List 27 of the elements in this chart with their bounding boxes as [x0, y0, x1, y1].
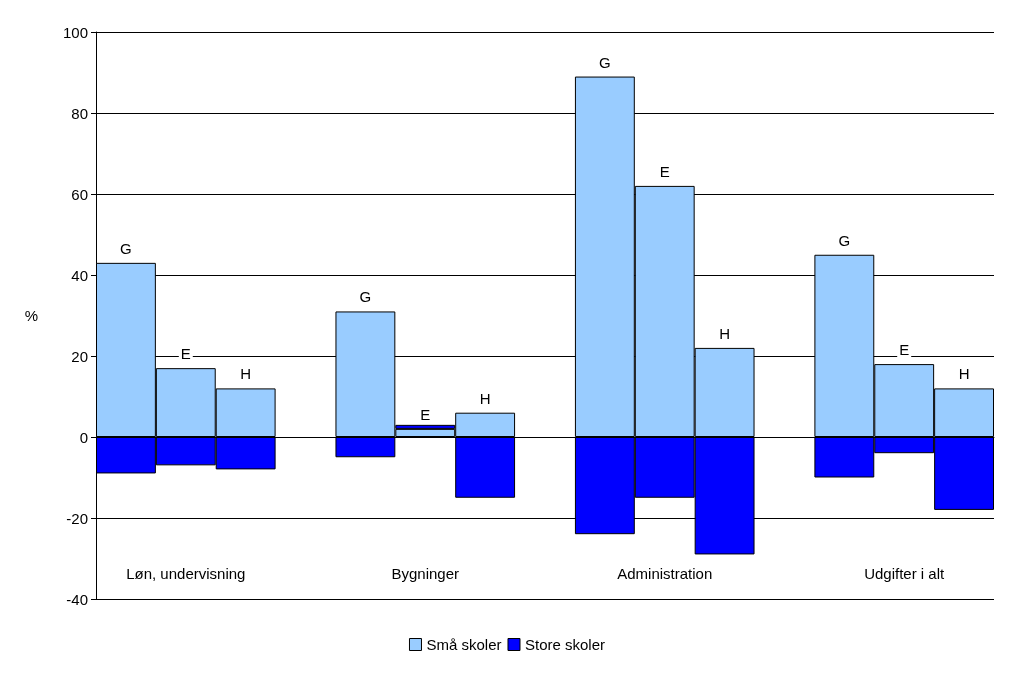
y-tick-label: 60 [71, 185, 88, 203]
data-label: E [659, 162, 670, 180]
data-label: H [958, 365, 970, 383]
y-tick-label: 0 [79, 428, 88, 446]
data-label: G [838, 231, 851, 249]
data-label: H [719, 324, 731, 342]
y-tick-label: -20 [66, 509, 88, 527]
x-tick-label: Løn, undervisning [126, 565, 246, 582]
x-tick-label: Bygninger [391, 565, 460, 582]
data-label: E [180, 345, 191, 363]
y-tick-label: 20 [71, 347, 88, 365]
data-label: H [240, 365, 252, 383]
legend-label: Store skoler [525, 636, 606, 653]
y-axis-title: % [24, 307, 38, 324]
data-label: E [899, 341, 910, 359]
data-label: H [479, 389, 491, 407]
y-tick-label: 100 [62, 23, 88, 41]
x-tick-label: Udgifter i alt [864, 565, 946, 582]
data-label: G [120, 239, 132, 257]
legend-label: Små skoler [426, 636, 502, 653]
y-tick-label: 40 [71, 266, 88, 284]
data-label: G [359, 288, 372, 306]
data-label: G [599, 53, 611, 71]
y-tick-label: -40 [66, 590, 88, 608]
y-tick-label: 80 [71, 104, 88, 122]
x-tick-label: Administration [617, 565, 713, 582]
data-label: E [420, 405, 431, 423]
